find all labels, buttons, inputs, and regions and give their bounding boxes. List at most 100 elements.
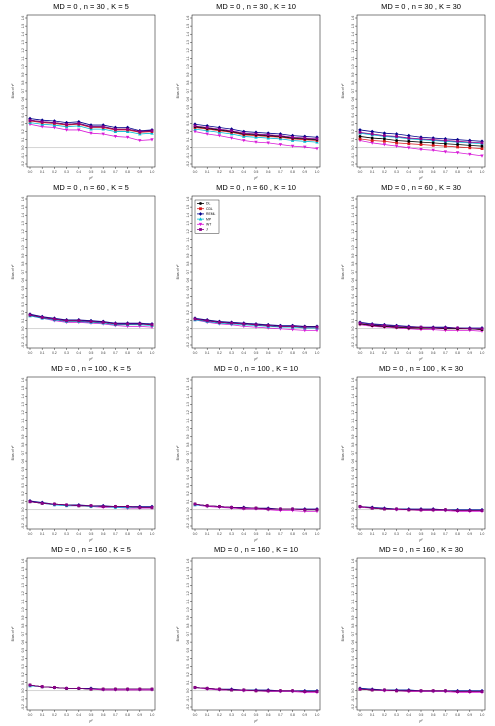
y-tick-label: 1.5 [186,386,190,391]
x-axis-label: ρ² [419,719,423,723]
y-tick-label: -0.2 [21,161,25,167]
y-tick-label: 1.5 [186,24,190,29]
x-tick-label: 0.3 [229,532,234,536]
x-tick-label: 1.0 [315,351,320,355]
y-tick-label: 0.5 [186,467,190,472]
y-tick-label: 0.3 [21,483,25,488]
y-tick-label: 0.4 [186,113,190,118]
y-tick-label: 0.8 [21,261,25,266]
y-tick-label: -0.1 [186,334,190,340]
data-point [358,128,362,132]
x-tick-label: 0.8 [455,170,460,174]
data-point [150,323,154,327]
x-tick-label: 0.3 [229,713,234,717]
data-point [370,506,374,510]
x-tick-label: 0.5 [419,351,424,355]
data-point [291,324,294,328]
x-tick-label: 0.7 [113,351,118,355]
y-tick-label: 0.3 [21,121,25,126]
x-tick-label: 0.9 [303,532,308,536]
panel-2-2: MD = 0 , n = 60 , K = 10 -0.2 -0.1 0.0 0.1 0.… [176,183,321,361]
y-tick-label: 0.5 [186,105,190,110]
x-tick-label: 0.2 [382,532,387,536]
data-point [382,143,387,147]
y-tick-label: 0.3 [186,121,190,126]
data-point [77,319,81,323]
y-tick-label: 0.6 [21,459,25,464]
panel-3-3: MD = 0 , n = 100 , K = 30 -0.2 -0.1 0.0 0.1 0… [341,364,486,542]
x-tick-label: 0.1 [205,713,210,717]
y-tick-label: 0.6 [351,97,355,102]
data-point [370,323,374,327]
x-tick-label: 0.4 [77,170,82,174]
y-tick-label: 0.6 [186,278,190,283]
y-tick-label: 0.7 [351,270,355,275]
data-point [53,502,56,506]
data-point [315,329,319,333]
x-tick-label: 0.3 [394,351,399,355]
data-point [383,134,386,138]
y-tick-label: 0.8 [351,623,355,628]
x-tick-label: 0.4 [242,351,247,355]
x-tick-label: 0.1 [370,170,375,174]
y-tick-label: 0.1 [186,318,190,323]
x-axis-label: ρ² [419,357,423,361]
data-point [254,135,258,139]
data-point [370,141,374,145]
data-point [358,137,362,141]
y-tick-label: 0.7 [21,270,25,275]
y-tick-label: 1.4 [21,213,25,218]
data-point [315,325,319,329]
x-tick-label: 0.5 [419,713,424,717]
data-point [407,689,411,693]
data-point [150,687,154,691]
y-tick-label: 1.6 [351,559,355,564]
y-tick-label: 0.2 [186,491,190,496]
x-tick-label: 0.5 [89,351,94,355]
data-point [126,687,129,691]
y-tick-label: 0.0 [351,688,355,693]
y-tick-label: 0.2 [21,129,25,134]
series-j [28,500,154,509]
data-point [101,123,106,127]
data-point [431,143,435,147]
data-point [303,139,307,143]
x-tick-label: 0.0 [193,532,198,536]
data-point [150,129,154,133]
data-point [406,133,411,138]
y-tick-label: 1.0 [21,607,25,612]
panel-title: MD = 0 , n = 100 , K = 10 [214,364,298,373]
y-tick-label: 1.5 [21,567,25,572]
y-tick-label: 0.2 [21,672,25,677]
data-point [77,128,81,132]
y-tick-label: 1.2 [21,48,25,53]
x-tick-label: 0.6 [431,532,436,536]
series-cdl [358,137,484,150]
x-tick-label: 0.4 [242,170,247,174]
y-tick-label: 0.3 [186,483,190,488]
data-point [28,683,32,687]
x-tick-label: 0.8 [290,713,295,717]
x-tick-label: 0.1 [40,170,45,174]
series-wt [28,122,154,143]
y-tick-label: 0.6 [186,459,190,464]
x-tick-label: 0.2 [217,170,222,174]
y-tick-label: 1.6 [21,16,25,21]
data-point [217,130,222,134]
x-tick-label: 0.1 [370,713,375,717]
data-point [456,139,459,143]
data-point [77,124,81,128]
data-point [358,321,362,325]
data-point [455,151,460,155]
y-tick-label: 0.1 [21,680,25,685]
data-point [303,690,307,693]
y-tick-label: 0.5 [21,286,25,291]
x-axis-label: ρ² [254,176,258,180]
data-point [28,500,32,504]
data-point [205,128,209,133]
legend-label: CDL [206,207,213,211]
y-tick-label: 1.6 [186,16,190,21]
y-tick-label: 1.6 [351,378,355,383]
data-point [419,140,423,144]
y-tick-label: 0.9 [21,615,25,620]
